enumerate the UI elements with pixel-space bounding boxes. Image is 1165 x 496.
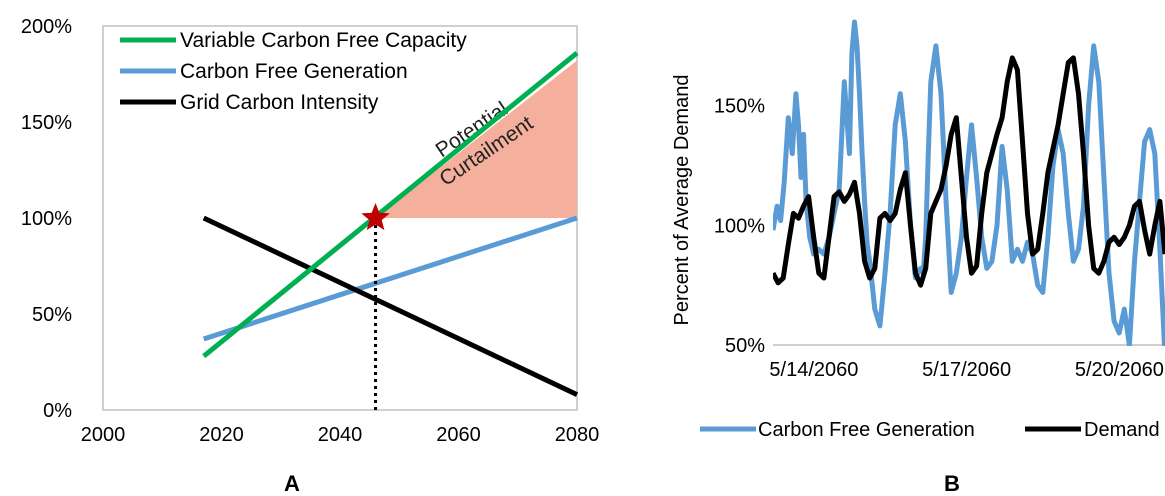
legend-label-generation-b: Carbon Free Generation <box>758 419 975 441</box>
chart-a: 0%50%100%150%200% 2000 2020 2040 2060 2080 P… <box>21 16 599 496</box>
chart-a-x-tick: 2040 <box>318 424 363 446</box>
series-line-b-carbon-free-generation <box>773 19 1165 346</box>
chart-a-y-tick: 0% <box>43 400 72 422</box>
chart-b-x-tick: 5/20/2060 <box>1075 359 1164 381</box>
chart-b-y-tick: 150% <box>714 96 765 118</box>
chart-a-x-tick: 2020 <box>199 424 244 446</box>
panel-label-b: B <box>944 471 960 496</box>
chart-a-y-axis: 0% 50% 100% 150% 200% <box>21 16 72 422</box>
chart-a-y-tick: 50% <box>32 304 72 326</box>
chart-a-y-tick: 200% <box>21 16 72 38</box>
legend-label-generation: Carbon Free Generation <box>180 60 408 83</box>
series-line-carbon-free-generation <box>202 215 578 342</box>
series-line-variable-carbon-free-capacity <box>202 50 579 359</box>
legend-label-intensity: Grid Carbon Intensity <box>180 91 379 114</box>
chart-b-y-tick: 50% <box>725 335 765 357</box>
chart-a-x-tick: 2080 <box>555 424 600 446</box>
chart-a-x-tick: 2060 <box>436 424 481 446</box>
chart-b-y-axis: 50% 100% 150% <box>714 96 765 357</box>
chart-a-series <box>202 50 579 397</box>
chart-a-x-axis: 2000 2020 2040 2060 2080 <box>81 424 600 446</box>
chart-a-y-tick: 100% <box>21 208 72 230</box>
series-line-b-demand <box>773 55 1165 288</box>
star-marker-icon <box>361 203 390 231</box>
series-line-grid-carbon-intensity <box>202 215 579 397</box>
chart-a-legend: Variable Carbon Free Capacity Carbon Fre… <box>120 29 467 114</box>
chart-b-y-tick: 100% <box>714 215 765 237</box>
chart-b-x-tick: 5/17/2060 <box>922 359 1011 381</box>
chart-a-y-tick: 150% <box>21 112 72 134</box>
chart-b-y-axis-title: Percent of Average Demand <box>671 75 693 326</box>
chart-a-x-tick: 2000 <box>81 424 126 446</box>
curtailment-area <box>375 60 577 219</box>
chart-b-x-tick: 5/14/2060 <box>769 359 858 381</box>
legend-label-capacity: Variable Carbon Free Capacity <box>180 29 467 52</box>
chart-b-x-axis: 5/14/2060 5/17/2060 5/20/2060 <box>769 359 1163 381</box>
chart-b-legend: Carbon Free Generation Demand <box>700 419 1160 441</box>
legend-label-demand: Demand <box>1084 419 1160 441</box>
panel-label-a: A <box>284 471 300 496</box>
chart-b: 50%100%150% 5/14/2060 5/17/2060 5/20/2060 … <box>671 19 1165 496</box>
chart-b-series <box>773 19 1165 346</box>
